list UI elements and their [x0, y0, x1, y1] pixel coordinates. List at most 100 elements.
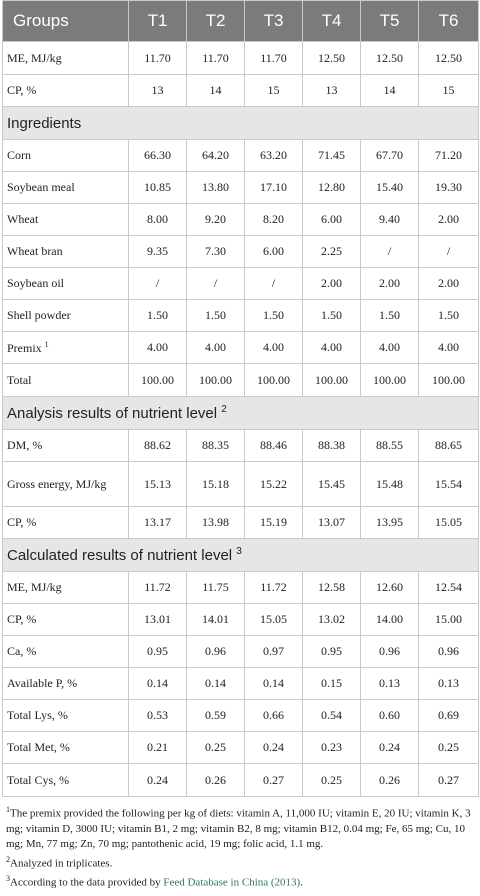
table-cell: 19.30: [418, 171, 479, 204]
row-label: CP, %: [2, 74, 129, 107]
table-cell: 0.96: [186, 635, 245, 668]
table-cell: 0.27: [244, 763, 303, 797]
table-cell: 67.70: [360, 139, 419, 172]
table-cell: 0.25: [418, 731, 479, 764]
table-cell: 0.54: [302, 699, 361, 732]
table-cell: 9.20: [186, 203, 245, 236]
table-cell: /: [186, 267, 245, 300]
table-cell: 12.50: [360, 41, 419, 75]
table-cell: 4.00: [360, 331, 419, 364]
table-row: Wheat bran 9.35 7.30 6.00 2.25 / /: [2, 235, 479, 268]
table-cell: 15.18: [186, 461, 245, 507]
table-cell: 13.02: [302, 603, 361, 636]
table-cell: 12.50: [302, 41, 361, 75]
table-cell: 4.00: [418, 331, 479, 364]
table-cell: 11.70: [186, 41, 245, 75]
table-cell: 13.17: [128, 506, 187, 539]
feed-database-link[interactable]: Feed Database in China (2013): [163, 876, 301, 889]
row-label: Total Met, %: [2, 731, 129, 764]
table-cell: 14: [360, 74, 419, 107]
row-label: Soybean oil: [2, 267, 129, 300]
table-cell: 2.00: [418, 203, 479, 236]
row-label: Gross energy, MJ/kg: [2, 461, 129, 507]
table-cell: 13.01: [128, 603, 187, 636]
table-cell: 17.10: [244, 171, 303, 204]
table-cell: 0.96: [418, 635, 479, 668]
table-cell: 2.00: [302, 267, 361, 300]
table-cell: 0.13: [360, 667, 419, 700]
header-row: Groups T1 T2 T3 T4 T5 T6: [2, 0, 479, 42]
table-row: CP, % 13 14 15 13 14 15: [2, 74, 479, 107]
table-cell: 15.54: [418, 461, 479, 507]
table-cell: 15.48: [360, 461, 419, 507]
header-t5: T5: [360, 0, 419, 42]
table-cell: 0.95: [128, 635, 187, 668]
table-cell: 11.75: [186, 571, 245, 604]
table-cell: 1.50: [186, 299, 245, 332]
table-cell: 71.45: [302, 139, 361, 172]
table-row: Soybean meal 10.85 13.80 17.10 12.80 15.…: [2, 171, 479, 204]
table-cell: 2.25: [302, 235, 361, 268]
table-cell: 12.54: [418, 571, 479, 604]
table-cell: 88.35: [186, 429, 245, 462]
table-cell: 4.00: [244, 331, 303, 364]
table-cell: 0.15: [302, 667, 361, 700]
row-label: DM, %: [2, 429, 129, 462]
row-label: Total Lys, %: [2, 699, 129, 732]
table-cell: 0.26: [360, 763, 419, 797]
table-cell: 15.00: [418, 603, 479, 636]
table-cell: 0.25: [186, 731, 245, 764]
table-row: Corn 66.30 64.20 63.20 71.45 67.70 71.20: [2, 139, 479, 172]
footnote-2-mark: 2: [6, 854, 10, 864]
table-cell: 6.00: [302, 203, 361, 236]
table-cell: 11.72: [128, 571, 187, 604]
section-header-ingredients: Ingredients: [2, 106, 479, 140]
footnote-1-text: The premix provided the following per kg…: [6, 807, 471, 850]
table-cell: 0.24: [360, 731, 419, 764]
diet-composition-table: Groups T1 T2 T3 T4 T5 T6 ME, MJ/kg 11.70…: [2, 0, 479, 797]
footnote-1: 1The premix provided the following per k…: [6, 802, 474, 852]
table-cell: 0.24: [244, 731, 303, 764]
section-header-analysis: Analysis results of nutrient level 2: [2, 396, 479, 430]
table-cell: 100.00: [128, 363, 187, 397]
table-cell: 13: [128, 74, 187, 107]
table-cell: 0.24: [128, 763, 187, 797]
table-cell: 0.14: [244, 667, 303, 700]
table-cell: 6.00: [244, 235, 303, 268]
table-cell: 14.00: [360, 603, 419, 636]
table-cell: 15.05: [418, 506, 479, 539]
footnote-1-mark: 1: [6, 805, 10, 814]
table-cell: 0.95: [302, 635, 361, 668]
table-cell: 13.95: [360, 506, 419, 539]
table-cell: /: [128, 267, 187, 300]
table-cell: 0.26: [186, 763, 245, 797]
table-cell: 100.00: [360, 363, 419, 397]
header-t2: T2: [186, 0, 245, 42]
header-groups: Groups: [2, 0, 129, 42]
table-cell: 63.20: [244, 139, 303, 172]
footnote-2: 2Analyzed in triplicates.: [6, 852, 474, 872]
row-label: Total: [2, 363, 129, 397]
table-row: Total Lys, % 0.53 0.59 0.66 0.54 0.60 0.…: [2, 699, 479, 732]
table-cell: 2.00: [360, 267, 419, 300]
table-cell: 0.53: [128, 699, 187, 732]
table-cell: 88.38: [302, 429, 361, 462]
table-cell: 15.13: [128, 461, 187, 507]
table-row: ME, MJ/kg 11.72 11.75 11.72 12.58 12.60 …: [2, 571, 479, 604]
footnote-3-text: According to the data provided by: [10, 876, 164, 889]
table-row: Soybean oil / / / 2.00 2.00 2.00: [2, 267, 479, 300]
table-row: ME, MJ/kg 11.70 11.70 11.70 12.50 12.50 …: [2, 41, 479, 75]
table-cell: 15.19: [244, 506, 303, 539]
table-cell: 0.60: [360, 699, 419, 732]
table-row: Available P, % 0.14 0.14 0.14 0.15 0.13 …: [2, 667, 479, 700]
table-cell: 100.00: [186, 363, 245, 397]
row-label: CP, %: [2, 506, 129, 539]
table-cell: 0.14: [128, 667, 187, 700]
footnote-ref: 2: [221, 404, 227, 415]
table-row: Total Met, % 0.21 0.25 0.24 0.23 0.24 0.…: [2, 731, 479, 764]
table-row: Premix 1 4.00 4.00 4.00 4.00 4.00 4.00: [2, 331, 479, 364]
row-label: Available P, %: [2, 667, 129, 700]
header-t4: T4: [302, 0, 361, 42]
table-cell: 0.59: [186, 699, 245, 732]
table-cell: 14.01: [186, 603, 245, 636]
